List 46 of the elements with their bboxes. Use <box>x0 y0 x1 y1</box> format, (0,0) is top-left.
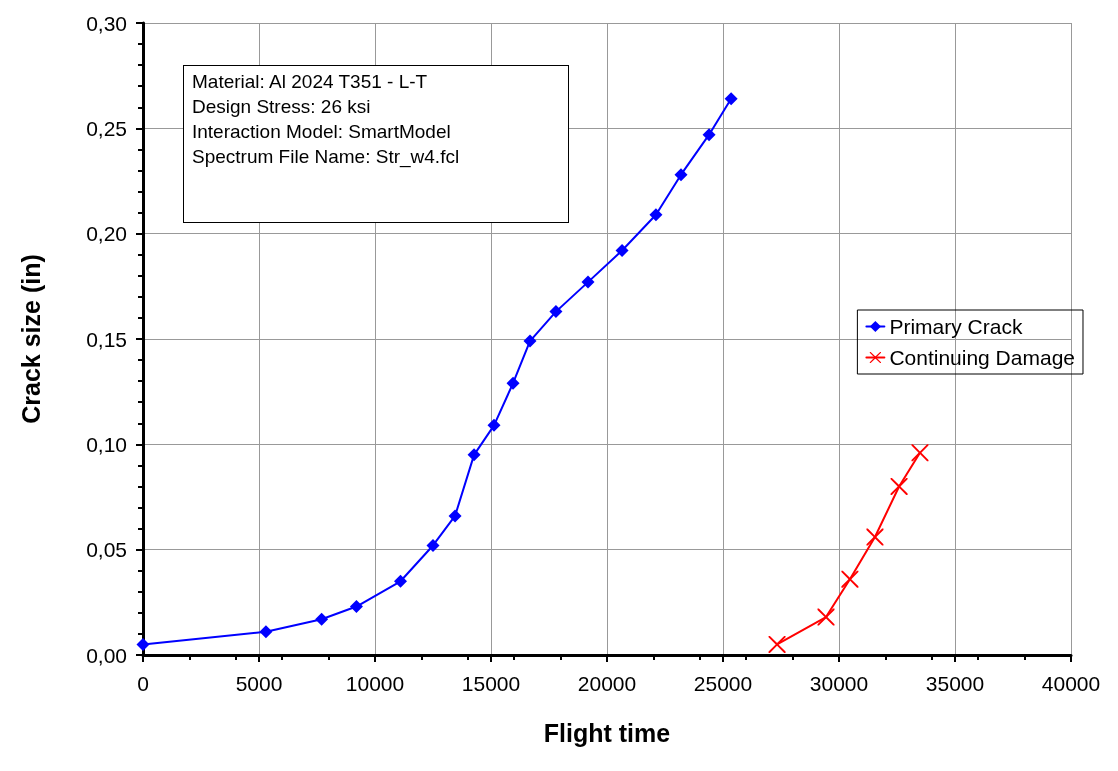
point <box>911 444 929 462</box>
point <box>581 275 595 289</box>
y-tick-label: 0,05 <box>86 538 127 562</box>
y-tick-label: 0,10 <box>86 432 127 456</box>
y-axis-title: Crack size (in) <box>16 254 45 424</box>
x-tick-label: 10000 <box>345 672 405 695</box>
annotation: Spectrum File Name: Str_w4.fcl <box>192 145 461 169</box>
point <box>866 528 884 546</box>
x-tick-label: 30000 <box>809 672 869 695</box>
x-tick-label: 35000 <box>925 672 985 695</box>
y-tick-label: 0,30 <box>86 11 127 35</box>
point <box>724 92 738 106</box>
annotation: Interaction Model: SmartModel <box>192 120 452 144</box>
point <box>259 625 273 639</box>
x-tick-label: 25000 <box>693 672 753 695</box>
x-tick-label: 20000 <box>577 672 637 695</box>
y-tick-label: 0,25 <box>86 116 127 140</box>
y-tick-label: 0,15 <box>86 327 127 351</box>
x-tick-label: 15000 <box>461 672 521 695</box>
point <box>549 305 563 319</box>
point <box>615 244 629 258</box>
x-tick-label: 0 <box>137 672 149 695</box>
point <box>426 538 440 552</box>
x-tick-label: 5000 <box>235 672 283 695</box>
legend-label: Primary Crack <box>889 315 1023 338</box>
annotation: Material: Al 2024 T351 - L-T <box>192 70 429 94</box>
point <box>506 376 520 390</box>
annotation: Design Stress: 26 ksi <box>192 95 372 119</box>
point <box>487 418 501 432</box>
point <box>136 637 150 651</box>
y-tick-label: 0,20 <box>86 222 127 246</box>
point <box>817 608 835 626</box>
point <box>448 509 462 523</box>
point <box>702 128 716 142</box>
point <box>394 574 408 588</box>
point <box>674 168 688 182</box>
legend-label: Continuing Damage <box>889 346 1076 369</box>
point <box>467 448 481 462</box>
point <box>523 334 537 348</box>
x-tick-label: 40000 <box>1041 672 1101 695</box>
point <box>649 208 663 222</box>
point <box>841 570 859 588</box>
point <box>349 600 363 614</box>
y-tick-label: 0,00 <box>86 643 127 667</box>
x-axis-title: Flight time <box>543 718 671 747</box>
point <box>315 612 329 626</box>
